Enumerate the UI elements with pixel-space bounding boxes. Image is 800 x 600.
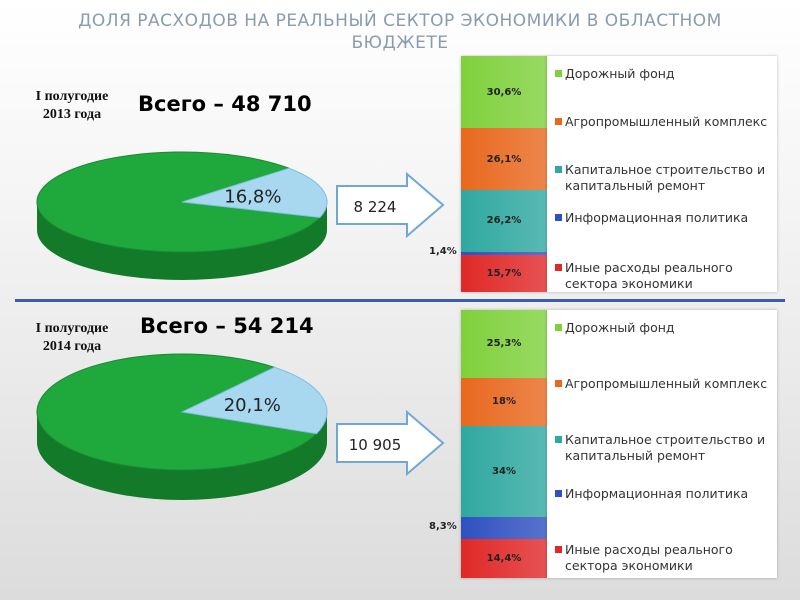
- legend-label: Дорожный фонд: [565, 320, 675, 335]
- arrow-value-label: 8 224: [354, 198, 397, 216]
- pie-slice-label: 20,1%: [224, 395, 281, 416]
- stack-segment: 14,4%: [461, 539, 547, 578]
- segment-label: 26,1%: [486, 153, 522, 165]
- stacked-bar-2013: 30,6% 26,1% 26,2% 15,7%: [461, 56, 547, 292]
- stack-segment: 34%: [461, 426, 547, 518]
- stack-segment: 18%: [461, 377, 547, 427]
- total-label-2013: Всего – 48 710: [138, 92, 312, 116]
- stack-segment: 15,7%: [461, 254, 547, 292]
- arrow-shape-2014: 10 905: [336, 410, 445, 476]
- arrow-value-label: 10 905: [349, 436, 402, 454]
- legend-item: Иные расходы реального сектора экономики: [555, 542, 775, 574]
- pie-chart-2013: 16,8%: [36, 151, 328, 280]
- segment-label: 8,3%: [429, 521, 457, 533]
- legend-swatch: [555, 264, 562, 271]
- section-divider: [15, 299, 785, 302]
- stack-segment: [461, 251, 547, 255]
- pie-chart-2014: 20,1%: [36, 353, 328, 500]
- legend-2014: Дорожный фонд Агропромышленный комплекс Ка…: [547, 310, 777, 578]
- pie-slice-label: 16,8%: [224, 187, 281, 208]
- legend-item: Капитальное строительство и капитальный …: [555, 432, 775, 464]
- segment-label: 15,7%: [486, 267, 522, 279]
- arrow-body: [336, 172, 445, 238]
- legend-label: Дорожный фонд: [565, 66, 675, 81]
- segment-label: 14,4%: [486, 553, 522, 565]
- legend-label: Агропромышленный комплекс: [565, 376, 768, 391]
- page-title: ДОЛЯ РАСХОДОВ НА РЕАЛЬНЫЙ СЕКТОР ЭКОНОМИ…: [78, 11, 722, 53]
- segment-label: 18%: [492, 396, 516, 408]
- stacked-bar-2014: 25,3% 18% 34% 14,4%: [461, 310, 547, 578]
- legend-label: Информационная политика: [565, 486, 749, 501]
- legend-swatch: [555, 70, 562, 77]
- arrow-shape-2013: 8 224: [336, 172, 445, 238]
- legend-item: Капитальное строительство и капитальный …: [555, 162, 775, 194]
- stack-segment: [461, 517, 547, 540]
- arrow-body: [336, 410, 445, 476]
- period-label-2013: I полугодие 2013 года: [35, 89, 109, 122]
- stack-segment: 30,6%: [461, 56, 547, 129]
- pie-slice-highlight: [181, 167, 328, 218]
- segment-label: 30,6%: [486, 86, 522, 98]
- segment-label: 1,4%: [429, 246, 457, 258]
- stack-segment: 26,1%: [461, 128, 547, 190]
- legend-2013: Дорожный фонд Агропромышленный комплекс Ка…: [547, 56, 777, 292]
- legend-swatch: [555, 490, 562, 497]
- pie-side: [37, 202, 327, 280]
- legend-label: Капитальное строительство и капитальный …: [565, 432, 766, 463]
- legend-item: Дорожный фонд: [555, 320, 775, 336]
- legend-swatch: [555, 436, 562, 443]
- legend-item: Агропромышленный комплекс: [555, 376, 775, 392]
- pie-slice-main: [36, 151, 321, 253]
- legend-item: Информационная политика: [555, 486, 775, 502]
- total-label-2014: Всего – 54 214: [140, 314, 314, 338]
- segment-label: 34%: [492, 466, 516, 478]
- legend-swatch: [555, 380, 562, 387]
- stack-segment: 25,3%: [461, 310, 547, 378]
- legend-swatch: [555, 118, 562, 125]
- pie-slice-main: [36, 353, 318, 471]
- legend-item: Информационная политика: [555, 210, 775, 226]
- legend-item: Иные расходы реального сектора экономики: [555, 260, 775, 292]
- legend-swatch: [555, 324, 562, 331]
- pie-slice-highlight: [180, 366, 328, 435]
- legend-label: Иные расходы реального сектора экономики: [565, 260, 733, 291]
- period-label-2014: I полугодие 2014 года: [35, 321, 109, 354]
- legend-label: Капитальное строительство и капитальный …: [565, 162, 766, 193]
- segment-label: 26,2%: [486, 215, 522, 227]
- legend-swatch: [555, 214, 562, 221]
- legend-label: Иные расходы реального сектора экономики: [565, 542, 733, 573]
- legend-label: Информационная политика: [565, 210, 749, 225]
- legend-item: Агропромышленный комплекс: [555, 114, 775, 130]
- segment-label: 25,3%: [486, 338, 522, 350]
- legend-label: Агропромышленный комплекс: [565, 114, 768, 129]
- pie-side: [37, 412, 327, 500]
- legend-item: Дорожный фонд: [555, 66, 775, 82]
- legend-swatch: [555, 166, 562, 173]
- stack-segment: 26,2%: [461, 189, 547, 252]
- legend-swatch: [555, 546, 562, 553]
